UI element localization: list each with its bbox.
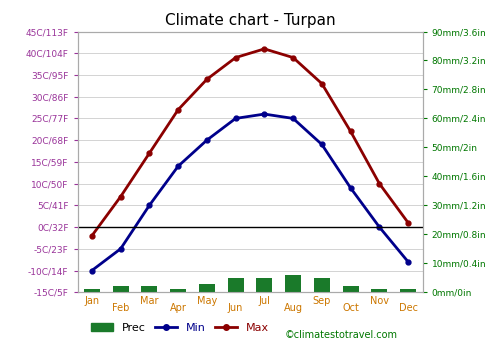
Text: Dec: Dec — [398, 303, 417, 313]
Bar — [285, 275, 301, 292]
Text: Apr: Apr — [170, 303, 186, 313]
Text: Oct: Oct — [342, 303, 359, 313]
Bar — [84, 289, 100, 292]
Text: Aug: Aug — [284, 303, 302, 313]
Text: ©climatestotravel.com: ©climatestotravel.com — [285, 330, 398, 340]
Text: Sep: Sep — [312, 296, 331, 306]
Bar — [314, 278, 330, 292]
Text: Nov: Nov — [370, 296, 389, 306]
Bar — [199, 284, 215, 292]
Bar — [142, 286, 158, 292]
Bar — [400, 289, 416, 292]
Text: Jun: Jun — [228, 303, 244, 313]
Bar — [170, 289, 186, 292]
Bar — [342, 286, 358, 292]
Text: Feb: Feb — [112, 303, 130, 313]
Text: Jul: Jul — [258, 296, 270, 306]
Bar — [228, 278, 244, 292]
Title: Climate chart - Turpan: Climate chart - Turpan — [164, 13, 336, 28]
Text: Mar: Mar — [140, 296, 158, 306]
Bar — [256, 278, 272, 292]
Bar — [372, 289, 388, 292]
Legend: Prec, Min, Max: Prec, Min, Max — [86, 318, 274, 337]
Bar — [112, 286, 128, 292]
Text: Jan: Jan — [84, 296, 100, 306]
Text: May: May — [197, 296, 217, 306]
